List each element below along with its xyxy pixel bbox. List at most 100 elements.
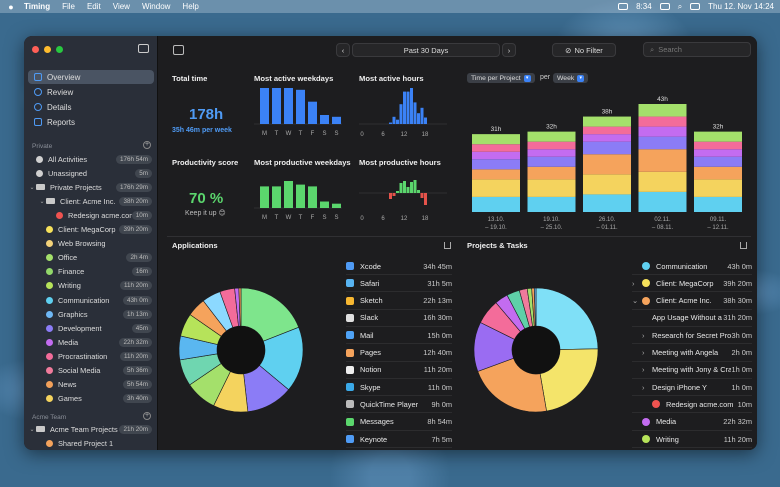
list-item[interactable]: › Client: MegaCorp 39h 20m [632,275,752,293]
stacked-bar-segment[interactable] [638,149,687,172]
menu-window[interactable]: Window [141,2,171,11]
stacked-bar-segment[interactable] [527,156,576,167]
add-private-icon[interactable]: + [143,141,151,149]
nav-overview[interactable]: Overview [28,70,154,84]
minimize-button[interactable] [44,46,51,53]
chevron-down-icon[interactable]: ⌄ [29,184,35,191]
sidebar-item[interactable]: Web Browsing [24,237,158,251]
list-item[interactable]: Keynote 7h 5m [346,431,452,448]
apple-icon[interactable]: ● [8,1,14,12]
unit-select[interactable]: Week ▾ [553,73,589,83]
sidebar-item[interactable]: Writing 11h 20m [24,279,158,293]
chevron-down-icon[interactable]: ⌄ [39,198,45,205]
clock[interactable]: Thu 12. Nov 14:24 [708,2,774,11]
stacked-bar-segment[interactable] [694,166,742,180]
sidebar-item[interactable]: Procrastination 11h 20m [24,349,158,363]
menu-help[interactable]: Help [182,2,199,11]
stacked-bar-segment[interactable] [583,134,631,142]
stacked-bar-segment[interactable] [694,149,742,157]
list-item[interactable]: ⌄ Client: Acme Inc. 38h 30m [632,293,752,310]
stacked-bar-segment[interactable] [583,126,631,135]
stacked-bar-segment[interactable] [527,196,576,212]
stacked-bar-segment[interactable] [694,196,742,212]
list-item[interactable]: Skype 11h 0m [346,379,452,397]
sidebar-item[interactable]: Office 2h 4m [24,251,158,265]
time-per-project-select[interactable]: Time per Project ▾ [467,73,535,83]
list-item[interactable]: Slack 16h 30m [346,310,452,327]
menu-view[interactable]: View [112,2,130,11]
stacked-bar-segment[interactable] [694,179,742,197]
stacked-bar-segment[interactable] [583,154,631,175]
list-item[interactable]: QuickTime Player 9h 0m [346,396,452,414]
sidebar-item[interactable]: ⌄ Private Projects 176h 29m [24,180,158,194]
nav-review[interactable]: Review [28,85,154,99]
sidebar-item[interactable]: Development 45m [24,321,158,335]
stacked-bar-segment[interactable] [694,141,742,150]
share-icon[interactable] [740,242,747,249]
chevron-down-icon[interactable]: ⌄ [29,426,35,433]
stacked-bar-segment[interactable] [694,131,742,142]
sidebar-item[interactable]: Social Media 5h 36m [24,364,158,378]
list-item[interactable]: Mail 15h 0m [346,327,452,345]
sidebar-item[interactable]: ⌄ Acme Team Projects 21h 20m [24,422,158,436]
sidebar-item[interactable]: Client: MegaCorp 39h 20m [24,223,158,237]
stacked-bar-segment[interactable] [527,166,576,180]
stacked-bar-segment[interactable] [583,141,631,155]
list-item[interactable]: › Meeting with Angela 2h 0m [632,345,752,362]
stacked-bar-segment[interactable] [638,104,687,117]
stacked-bar-segment[interactable] [472,159,520,170]
chevron-icon[interactable]: › [632,278,635,288]
stacked-bar-segment[interactable] [472,151,520,160]
sidebar-item[interactable]: Finance 16m [24,265,158,279]
stacked-bar-segment[interactable] [527,179,576,197]
stacked-bar-segment[interactable] [527,131,576,142]
sidebar-item[interactable]: Graphics 1h 13m [24,307,158,321]
display-icon[interactable] [690,3,701,10]
stacked-bar-segment[interactable] [583,174,631,195]
stacked-bar-segment[interactable] [472,196,520,212]
stacked-bar-segment[interactable] [583,194,631,212]
sidebar-item[interactable]: ⌄ Client: Acme Inc. 38h 20m [24,194,158,208]
calendar-icon[interactable] [173,45,184,55]
list-item[interactable]: › Design iPhone Y 1h 0m [632,379,752,397]
list-item[interactable]: Safari 31h 5m [346,275,452,293]
sidebar-item[interactable]: Games 3h 40m [24,392,158,406]
menu-edit[interactable]: Edit [86,2,101,11]
chevron-icon[interactable]: › [642,348,645,357]
sidebar-item[interactable]: Media 22h 32m [24,335,158,349]
add-team-icon[interactable]: + [143,412,151,420]
app-menu[interactable]: Timing [24,2,51,11]
timing-status-icon[interactable] [618,3,629,10]
share-icon[interactable] [444,242,451,249]
zoom-button[interactable] [56,46,63,53]
sidebar-item[interactable]: Shared Project 1 [24,436,158,450]
list-item[interactable]: Media 22h 32m [632,414,752,431]
stacked-bar-segment[interactable] [638,171,687,192]
sidebar-item[interactable]: News 5h 54m [24,378,158,392]
stacked-bar-segment[interactable] [694,156,742,167]
list-item[interactable]: › Research for Secret Project3h 0m [632,327,752,345]
list-item[interactable]: Messages 8h 54m [346,414,452,431]
list-item[interactable]: App Usage Without a Task31h 20m [632,310,752,327]
stacked-bar-segment[interactable] [638,126,687,137]
stacked-bar-segment[interactable] [472,179,520,197]
list-item[interactable]: Pages 12h 40m [346,345,452,362]
filter-button[interactable]: ⊘ No Filter [552,43,616,57]
search-input[interactable]: ⌕ Search [643,42,751,57]
list-item[interactable]: Writing 11h 20m [632,431,752,448]
close-button[interactable] [32,46,39,53]
menu-file[interactable]: File [62,2,75,11]
stacked-bar-segment[interactable] [638,191,687,212]
stacked-bar-segment[interactable] [472,144,520,152]
list-item[interactable]: Redesign acme.com 10m [632,396,752,414]
previous-range-button[interactable]: ‹ [336,43,350,57]
list-item[interactable]: Communication 43h 0m [632,258,752,275]
stacked-bar-segment[interactable] [638,136,687,150]
stacked-bar-segment[interactable] [527,149,576,157]
sidebar-item[interactable]: All Activities 176h 54m [24,152,158,166]
sidebar-item[interactable]: Unassigned 5m [24,166,158,180]
control-center-icon[interactable] [659,3,670,10]
tracked-time[interactable]: 8:34 [636,2,652,11]
stacked-bar-segment[interactable] [472,169,520,180]
chevron-icon[interactable]: › [642,382,645,392]
